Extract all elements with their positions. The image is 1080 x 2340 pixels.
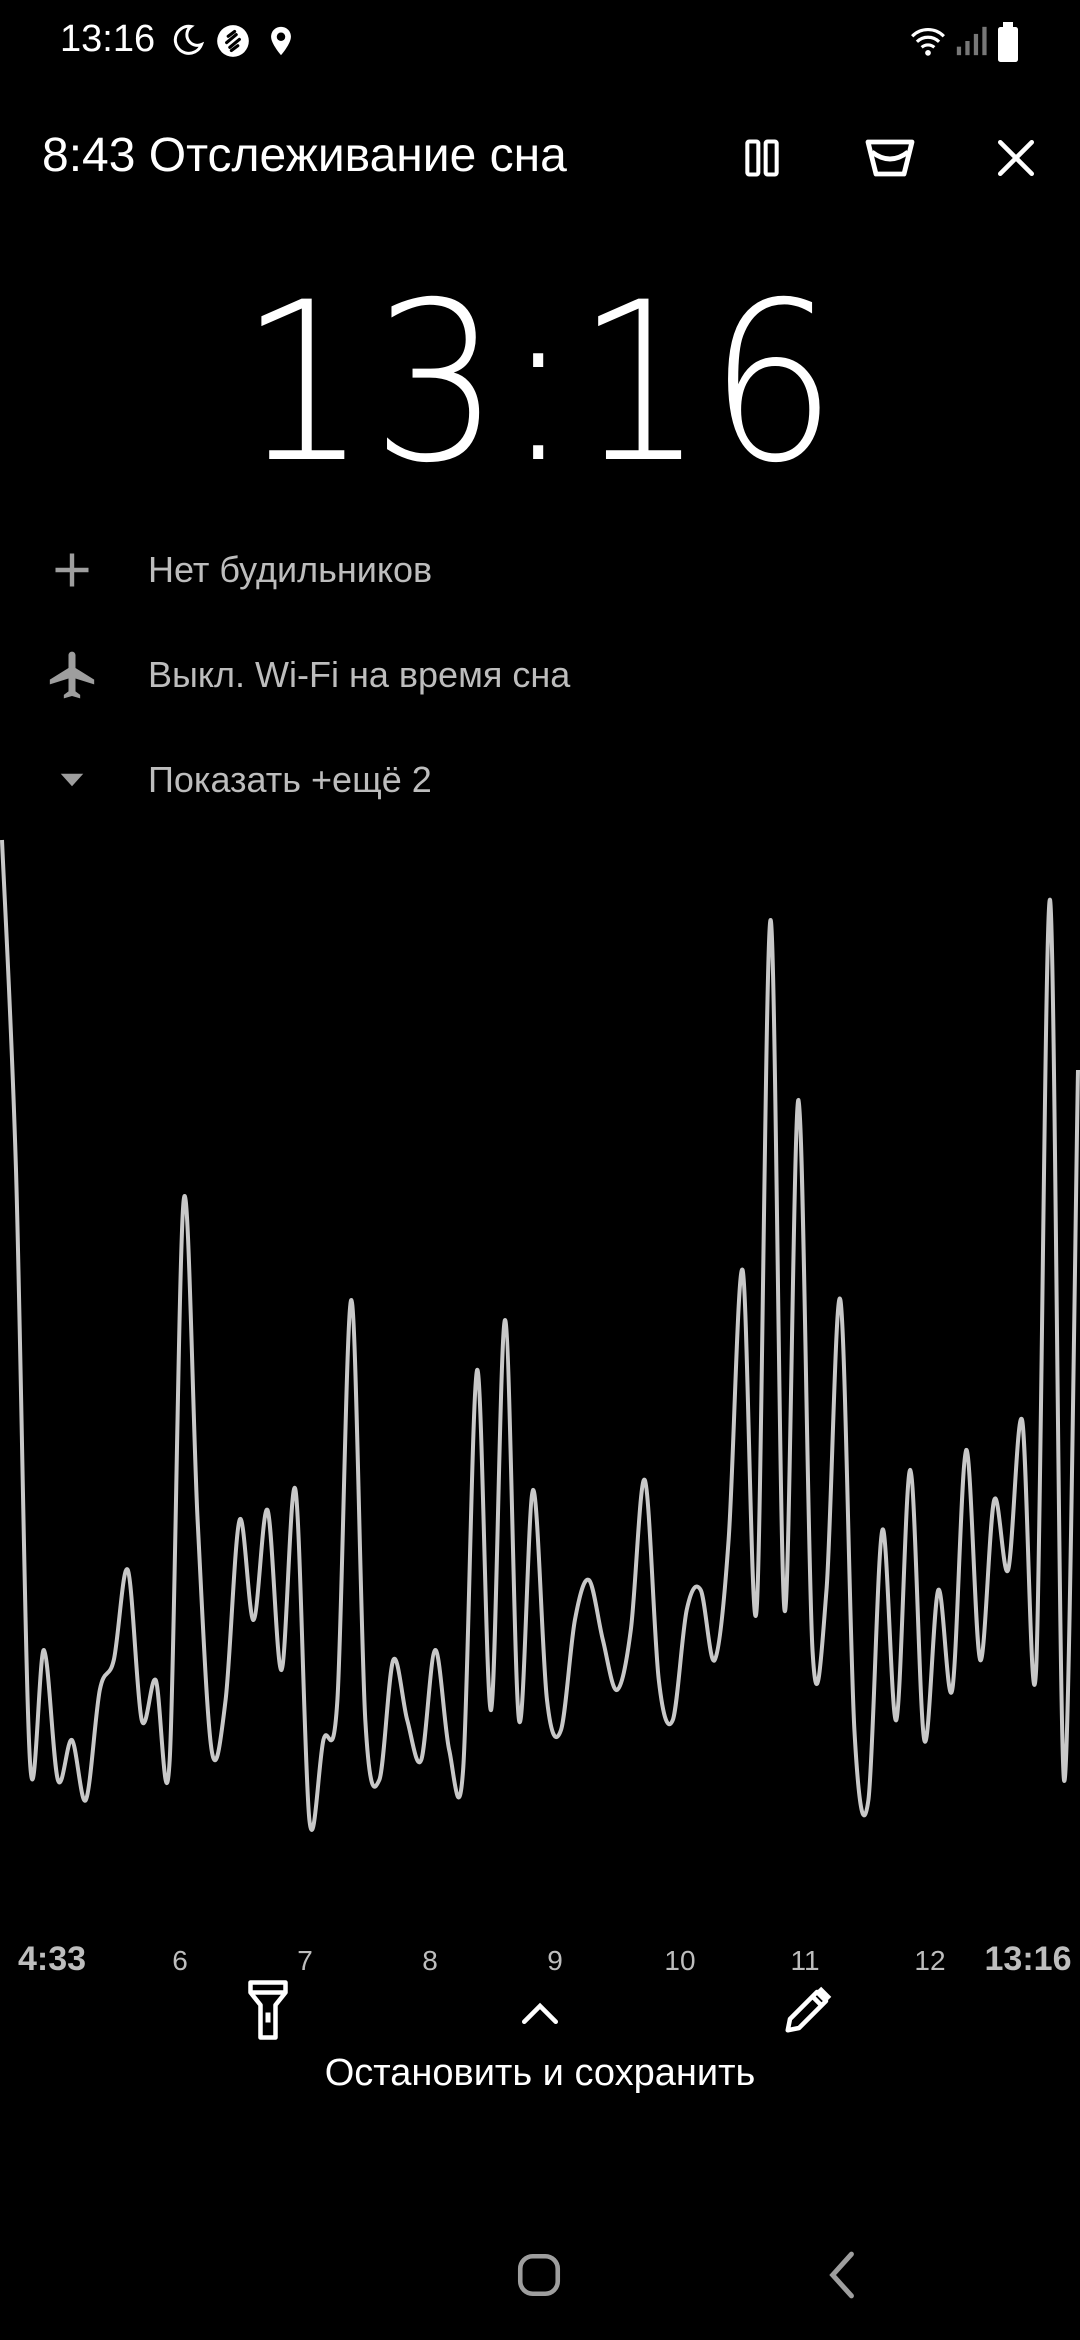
flashlight-button[interactable] [228, 1972, 308, 2052]
shazam-icon [214, 22, 252, 65]
x-tick-label: 12 [914, 1945, 945, 1976]
current-time-display: 13:16 [0, 255, 1080, 511]
home-button[interactable] [494, 2232, 584, 2322]
expand-button[interactable] [500, 1975, 580, 2055]
x-tick-label: 9 [547, 1945, 563, 1976]
show-more-label: Показать +ещё 2 [148, 759, 432, 800]
signal-icon [954, 22, 988, 65]
back-button[interactable] [796, 2232, 886, 2322]
close-icon [995, 137, 1037, 184]
x-tick-label: 13:16 [985, 1940, 1072, 1978]
home-icon [514, 2250, 564, 2305]
alarms-row[interactable]: Нет будильников [0, 525, 1080, 615]
x-tick-label: 7 [297, 1945, 313, 1976]
wifi-off-row[interactable]: Выкл. Wi-Fi на время сна [0, 630, 1080, 720]
location-icon [264, 22, 298, 65]
pencil-icon [781, 1983, 835, 2042]
current-time-text: 13:16 [239, 255, 841, 511]
flashlight-icon [248, 1979, 288, 2045]
battery-icon [996, 22, 1020, 67]
pause-icon [740, 136, 784, 185]
page-title: 8:43 Отслеживание сна [42, 129, 567, 182]
lullaby-button[interactable] [850, 120, 930, 200]
stop-and-save-button[interactable]: Остановить и сохранить [324, 2052, 756, 2094]
airplane-icon [40, 643, 104, 707]
show-more-row[interactable]: Показать +ещё 2 [0, 735, 1080, 825]
close-button[interactable] [976, 120, 1056, 200]
x-tick-label: 6 [172, 1945, 188, 1976]
lullaby-icon [864, 134, 916, 187]
x-tick-label: 8 [422, 1945, 438, 1976]
status-time: 13:16 [60, 18, 156, 60]
wifi-off-label: Выкл. Wi-Fi на время сна [148, 654, 571, 695]
x-tick-label: 11 [790, 1945, 819, 1976]
x-tick-label: 4:33 [18, 1940, 86, 1978]
wifi-icon [906, 22, 950, 65]
activity-series-line [2, 840, 1078, 1830]
triangle-down-icon [40, 748, 104, 812]
x-tick-label: 10 [664, 1945, 695, 1976]
back-icon [824, 2250, 858, 2305]
plus-icon [40, 538, 104, 602]
chevron-up-icon [519, 1999, 561, 2032]
pause-button[interactable] [722, 120, 802, 200]
sleep-activity-chart: 4:33 6 7 8 9 10 11 12 13:16 [0, 780, 1080, 1978]
edit-button[interactable] [768, 1972, 848, 2052]
alarms-label: Нет будильников [148, 549, 433, 590]
x-axis-ticks: 4:33 6 7 8 9 10 11 12 13:16 [18, 1940, 1072, 1978]
moon-icon [170, 22, 206, 63]
